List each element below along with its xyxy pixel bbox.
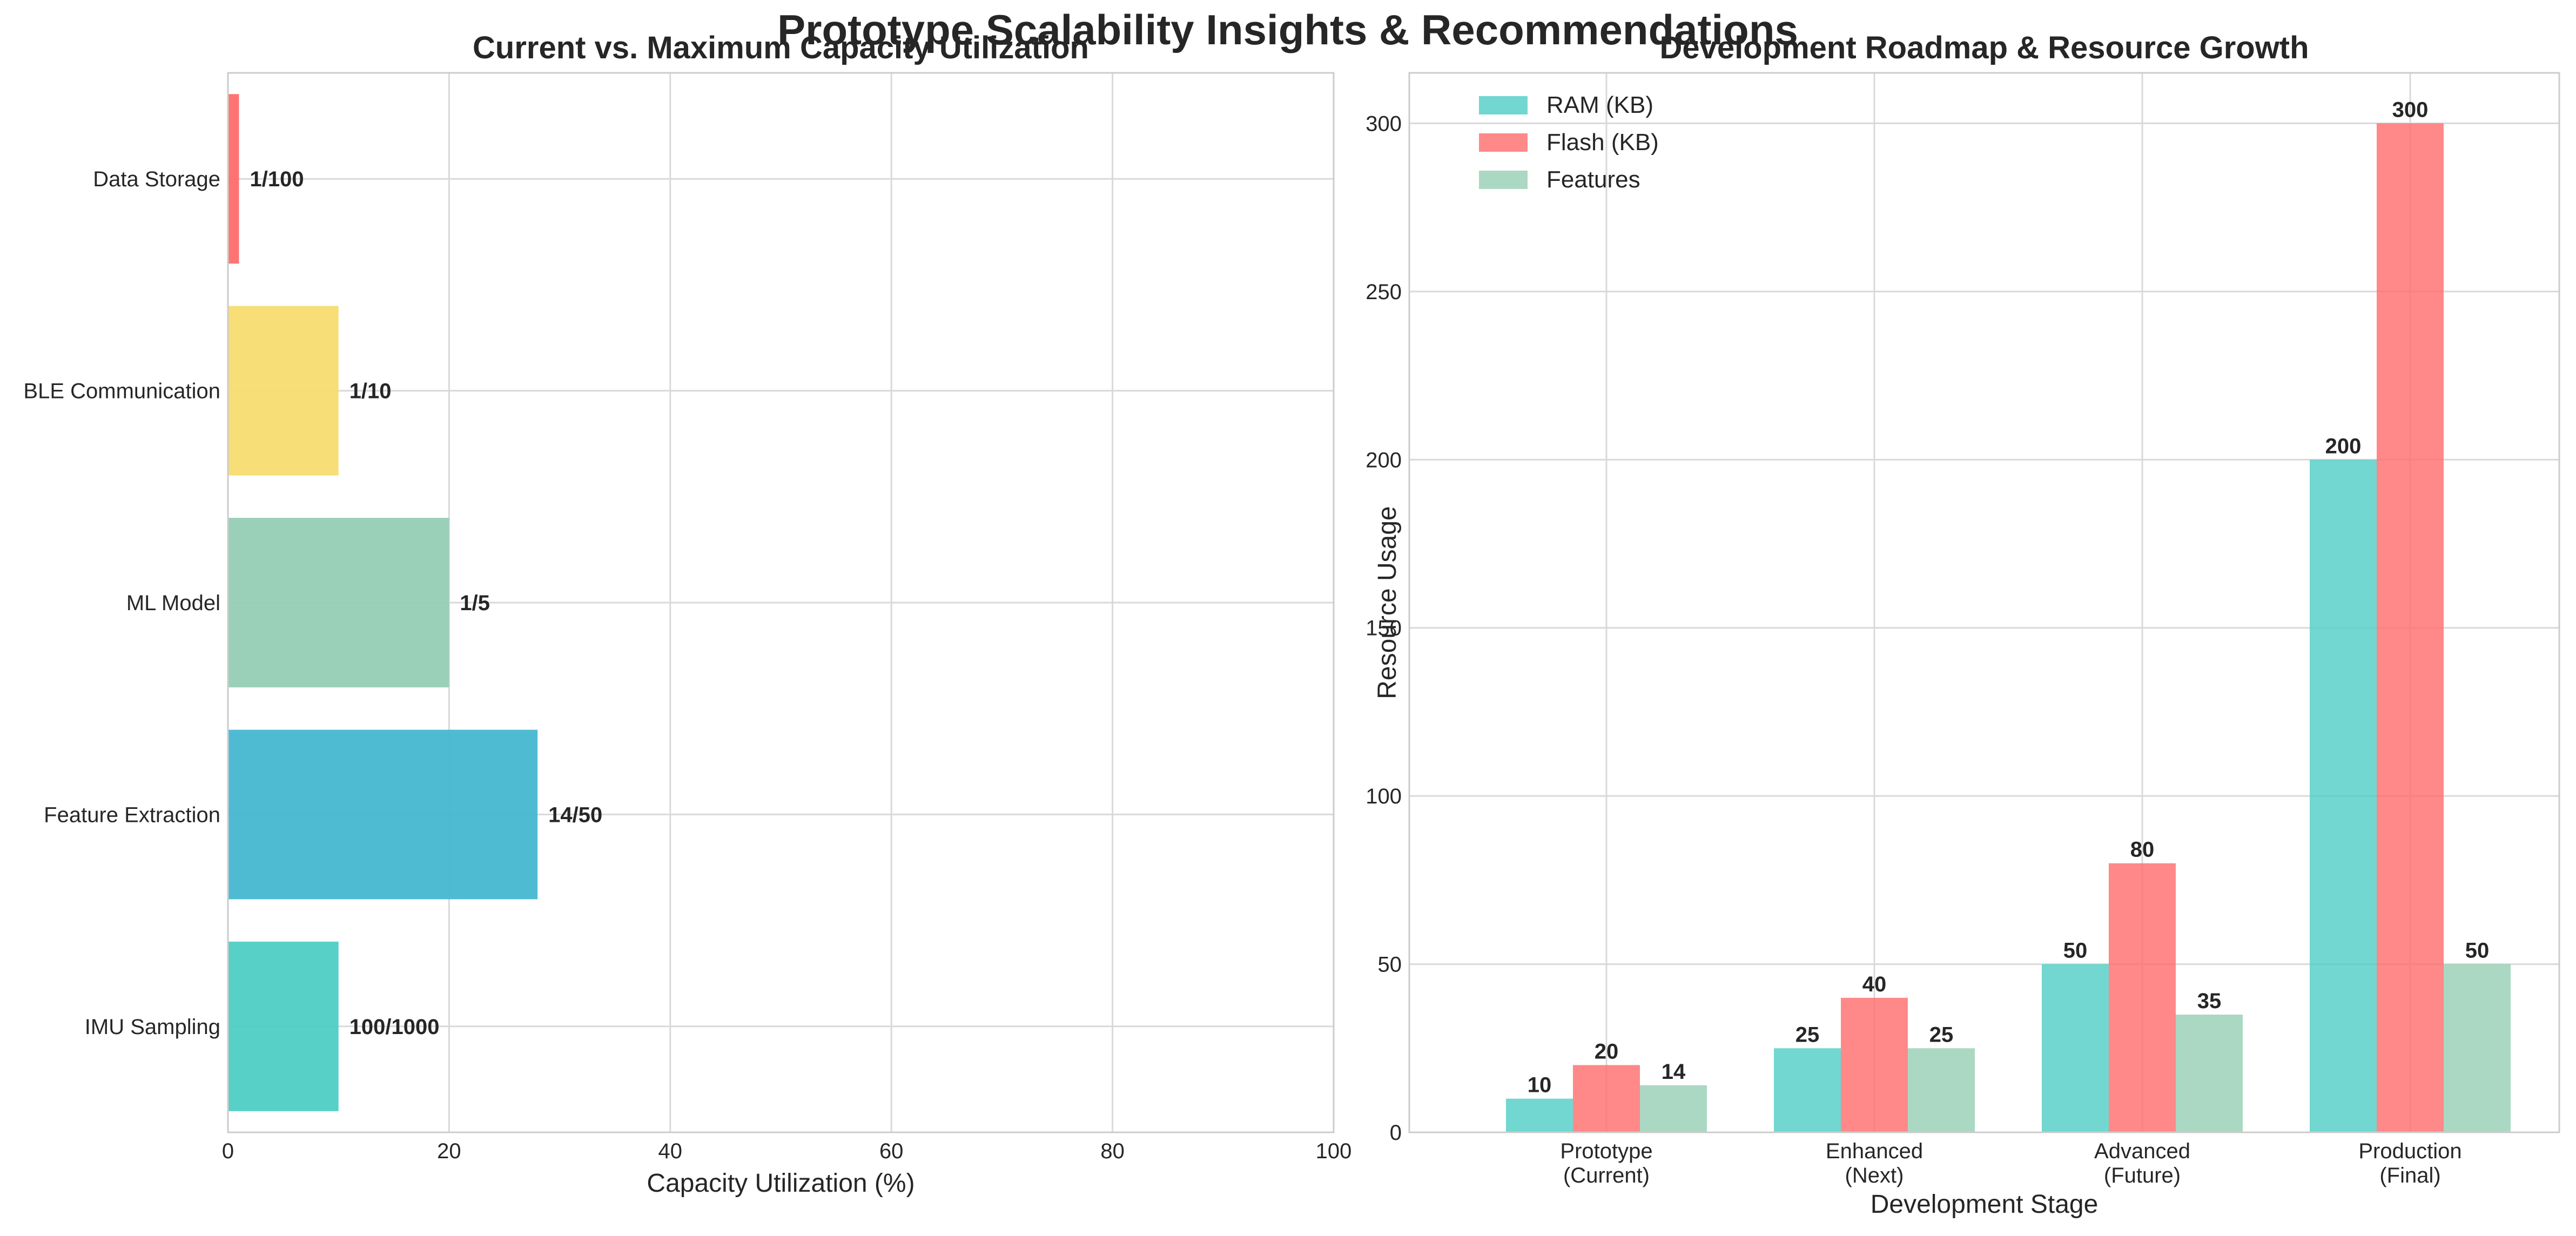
capacity-data-label: 14/50 (548, 803, 602, 827)
resource-data-label: 300 (2392, 98, 2429, 121)
left-axes-frame (227, 72, 1335, 1133)
resource-data-label: 40 (1862, 972, 1887, 996)
resource-growth-chart: 0 50 100 150 200 250 300 Prototype(Current) Enh… (1366, 30, 2560, 1219)
left-category-labels: IMU Sampling Feature Extraction ML Model BL… (23, 167, 220, 1039)
capacity-utilization-chart: 0 20 40 60 80 100 IMU Sampling Feature Extract… (23, 30, 1351, 1198)
left-category-label: ML Model (126, 591, 220, 615)
right-x-axis-label: Development Stage (1871, 1190, 2099, 1219)
resource-data-label: 25 (1929, 1023, 1954, 1046)
left-chart-title: Current vs. Maximum Capacity Utilization (473, 30, 1089, 65)
legend-label: RAM (KB) (1546, 92, 1653, 118)
right-category-label: Advanced (2094, 1139, 2190, 1163)
resource-bar (1506, 1098, 1573, 1132)
left-x-tick-label: 80 (1100, 1139, 1125, 1163)
right-category-label: (Final) (2379, 1164, 2440, 1187)
resource-bar (2444, 964, 2511, 1132)
right-y-tick-label: 100 (1366, 785, 1402, 808)
right-y-tick-label: 50 (1378, 953, 1402, 977)
resource-data-label: 50 (2465, 939, 2490, 963)
right-y-tick-label: 0 (1390, 1121, 1402, 1145)
left-category-label: Feature Extraction (44, 803, 220, 827)
resource-data-label: 200 (2325, 434, 2362, 458)
resource-data-label: 14 (1662, 1060, 1686, 1084)
resource-bar (1573, 1065, 1640, 1132)
capacity-data-label: 1/100 (250, 167, 304, 191)
resource-data-label: 10 (1528, 1073, 1552, 1097)
resource-data-label: 80 (2130, 838, 2155, 862)
right-y-axis-label: Resource Usage (1373, 506, 1402, 699)
right-y-tick-label: 300 (1366, 112, 1402, 136)
right-category-label: (Future) (2104, 1164, 2181, 1187)
legend-swatch (1479, 171, 1528, 189)
right-category-label: (Current) (1563, 1164, 1650, 1187)
capacity-bar (228, 941, 339, 1111)
left-x-tick-label: 40 (658, 1139, 683, 1163)
resource-bar (2042, 964, 2109, 1132)
right-axes-frame (1408, 72, 2560, 1133)
right-y-tick-label: 150 (1366, 617, 1402, 640)
capacity-data-label: 1/5 (460, 591, 490, 615)
left-x-tick-label: 20 (437, 1139, 461, 1163)
left-x-tick-label: 100 (1316, 1139, 1352, 1163)
capacity-data-label: 1/10 (349, 380, 392, 403)
legend-label: Flash (KB) (1546, 129, 1659, 156)
left-x-tick-label: 0 (222, 1139, 234, 1163)
right-category-label: (Next) (1845, 1164, 1904, 1187)
capacity-bar (228, 306, 339, 476)
resource-bar (1774, 1048, 1841, 1132)
legend-swatch (1479, 96, 1528, 114)
capacity-data-label: 100/1000 (349, 1015, 440, 1039)
legend-label: Features (1546, 166, 1640, 193)
right-category-labels: Prototype(Current) Enhanced(Next) Advanced… (1560, 1139, 2461, 1187)
capacity-bar (228, 730, 538, 900)
resource-bar (1841, 997, 1908, 1132)
left-category-label: Data Storage (93, 167, 220, 191)
left-data-labels: 100/1000 14/50 1/5 1/10 1/100 (250, 167, 602, 1039)
right-category-label: Production (2358, 1139, 2461, 1163)
right-bars (1506, 123, 2511, 1133)
resource-bar (2176, 1015, 2243, 1132)
right-y-tick-label: 250 (1366, 280, 1402, 304)
resource-bar (2310, 460, 2377, 1133)
right-tick-labels: 0 50 100 150 200 250 300 (1366, 112, 1402, 1145)
right-y-tick-label: 200 (1366, 448, 1402, 472)
capacity-bar (228, 518, 449, 687)
resource-bar (2377, 123, 2444, 1132)
left-category-label: BLE Communication (23, 380, 220, 403)
right-chart-title: Development Roadmap & Resource Growth (1659, 30, 2309, 65)
capacity-bar (228, 94, 239, 264)
left-x-axis-label: Capacity Utilization (%) (647, 1169, 914, 1198)
resource-data-label: 20 (1595, 1039, 1619, 1063)
figure-suptitle: Prototype Scalability Insights & Recomme… (777, 6, 1798, 53)
resource-data-label: 25 (1795, 1023, 1820, 1046)
right-category-label: Prototype (1560, 1139, 1652, 1163)
legend-swatch (1479, 133, 1528, 152)
left-bars (228, 94, 538, 1111)
left-tick-labels: 0 20 40 60 80 100 (222, 1139, 1352, 1163)
right-data-labels: 10 25 50 200 20 40 80 300 14 25 35 50 (1528, 98, 2490, 1097)
resource-bar (2109, 863, 2176, 1132)
right-legend: RAM (KB) Flash (KB) Features (1479, 92, 1659, 193)
left-category-label: IMU Sampling (85, 1015, 220, 1039)
resource-bar (1908, 1048, 1975, 1132)
left-x-tick-label: 60 (879, 1139, 904, 1163)
right-category-label: Enhanced (1826, 1139, 1923, 1163)
resource-data-label: 35 (2197, 989, 2222, 1013)
resource-data-label: 50 (2063, 939, 2088, 963)
resource-bar (1640, 1085, 1707, 1132)
